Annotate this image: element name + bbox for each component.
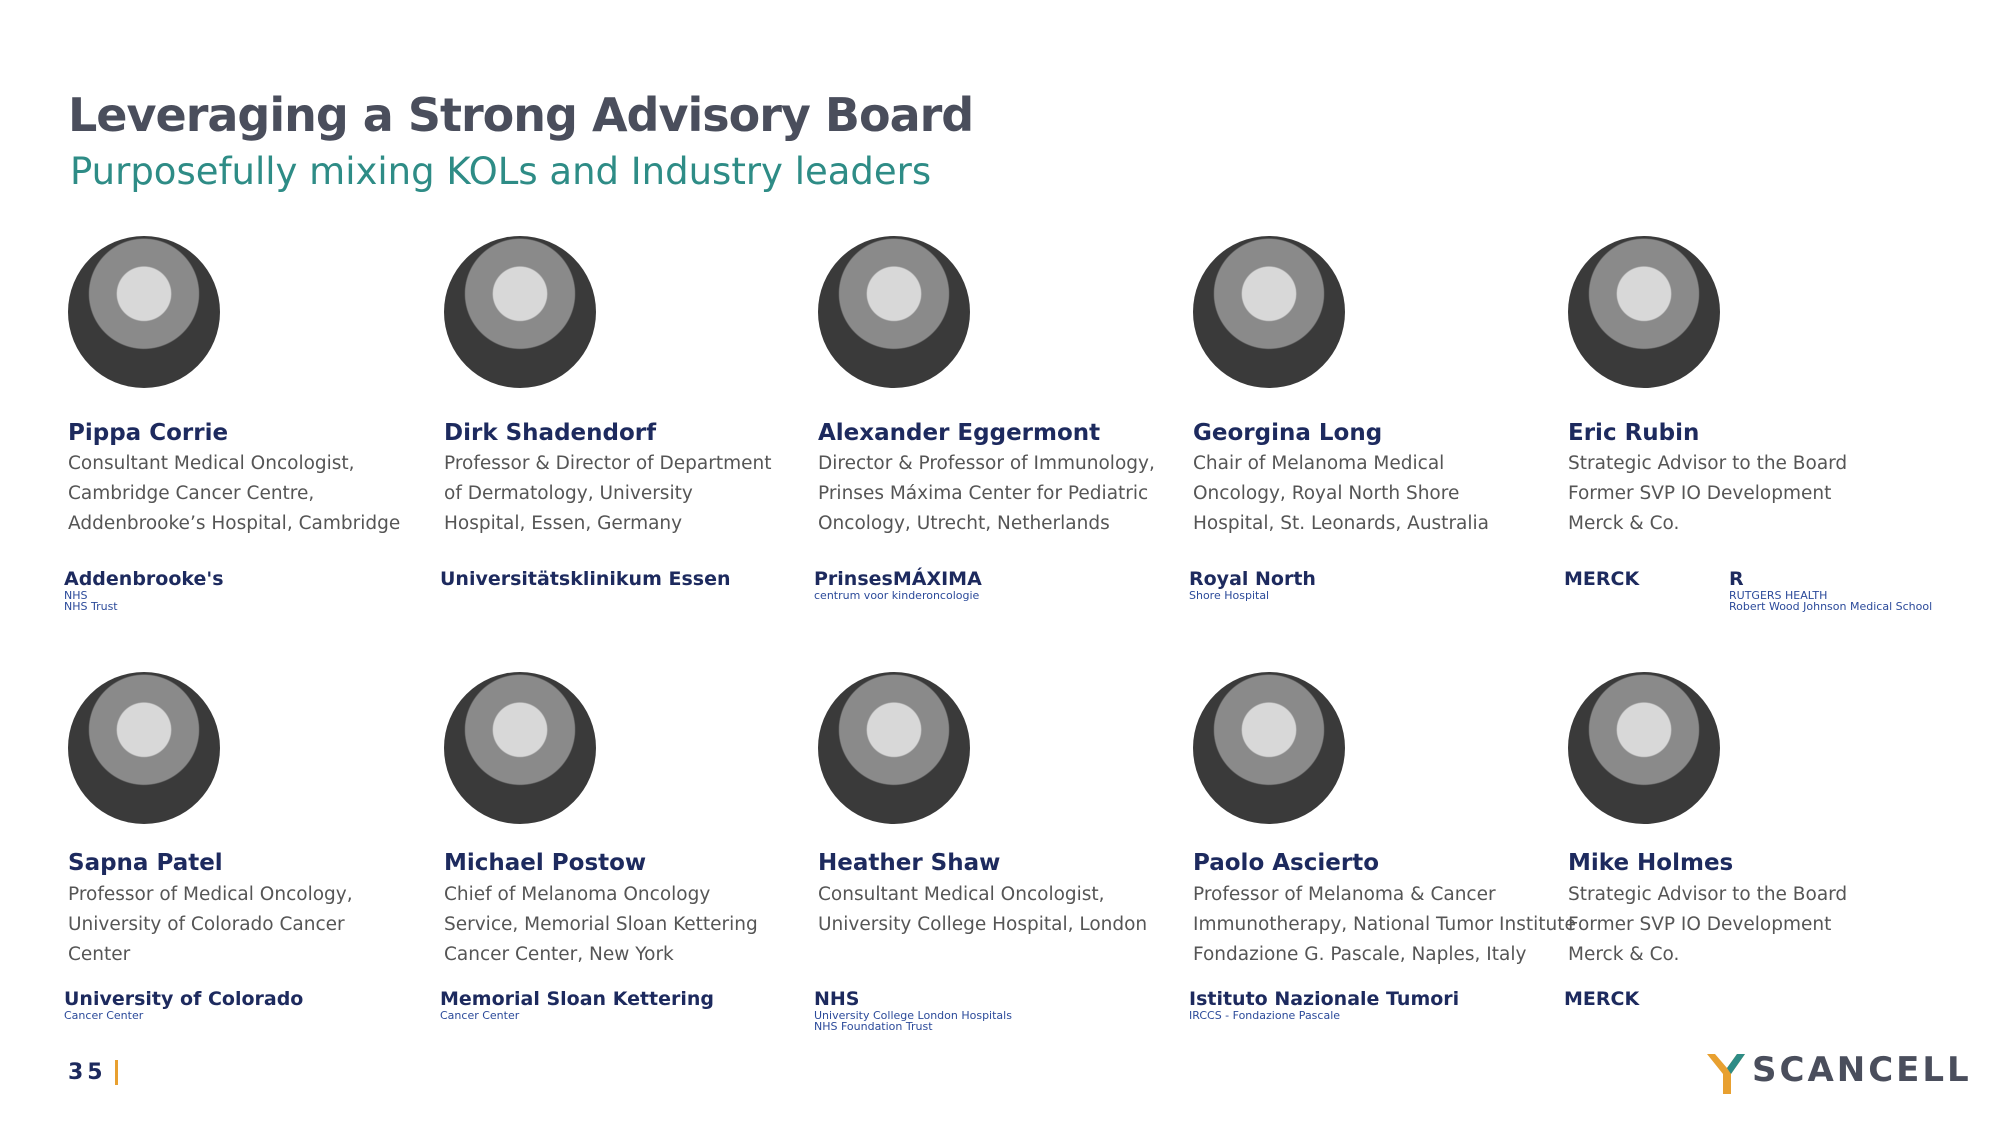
logo-text: Robert Wood Johnson Medical School <box>1729 600 1933 614</box>
member-role: Cambridge Cancer Centre, <box>68 483 315 504</box>
member-role: Merck & Co. <box>1568 944 1680 965</box>
logo-text: University College London Hospitals <box>814 1008 1012 1022</box>
member-role: Chief of Melanoma Oncology <box>444 884 711 905</box>
member-role: Former SVP IO Development <box>1568 483 1832 504</box>
logo-text: MERCK <box>1564 568 1640 590</box>
member-role: Professor & Director of Department <box>444 453 772 474</box>
member-role: Consultant Medical Oncologist, <box>68 453 355 474</box>
member-name: Pippa Corrie <box>68 420 229 446</box>
logo: Universitätsklinikum Essen <box>440 568 731 590</box>
logo-text: NHS Foundation Trust <box>814 1020 933 1034</box>
member-role: Service, Memorial Sloan Kettering <box>444 914 758 935</box>
member-name: Sapna Patel <box>68 850 223 876</box>
member-role: Hospital, St. Leonards, Australia <box>1193 513 1489 534</box>
logo-text: PrinsesMÁXIMA <box>814 568 982 590</box>
logo: Addenbrooke's NHS NHS Trust <box>64 568 224 614</box>
logo-text: Royal North <box>1189 568 1316 590</box>
logo-text: MERCK <box>1564 988 1640 1010</box>
logo: Royal North Shore Hospital <box>1189 568 1316 602</box>
member-role: Hospital, Essen, Germany <box>444 513 683 534</box>
member-role: Immunotherapy, National Tumor Institute <box>1193 914 1576 935</box>
logo-text: Addenbrooke's <box>64 568 224 590</box>
logo-text: Shore Hospital <box>1189 588 1270 602</box>
photo <box>1568 236 1720 388</box>
logo: R RUTGERS HEALTH Robert Wood Johnson Medic… <box>1729 568 1933 614</box>
logo-text: centrum voor kinderoncologie <box>814 588 980 602</box>
member-role: Oncology, Royal North Shore <box>1193 483 1460 504</box>
title: Leveraging a Strong Advisory Board <box>68 88 974 142</box>
logo: MERCK <box>1564 568 1640 590</box>
member-role: Former SVP IO Development <box>1568 914 1832 935</box>
logo-text: IRCCS - Fondazione Pascale <box>1189 1008 1341 1022</box>
logo: PrinsesMÁXIMA centrum voor kinderoncologi… <box>814 568 982 602</box>
logo: NHS University College London Hospitals NH… <box>814 988 1012 1034</box>
page-number: 35 <box>68 1060 118 1085</box>
member-role: Addenbrooke’s Hospital, Cambridge <box>68 513 401 534</box>
photo <box>818 672 970 824</box>
logo-text: R <box>1729 568 1744 590</box>
member-role: Strategic Advisor to the Board <box>1568 453 1848 474</box>
logo-text: Universitätsklinikum Essen <box>440 568 731 590</box>
member-role: Fondazione G. Pascale, Naples, Italy <box>1193 944 1527 965</box>
brand: SCANCELL <box>1752 1050 1972 1090</box>
logo: University of Colorado Cancer Center <box>64 988 304 1022</box>
member-name: Alexander Eggermont <box>818 420 1101 446</box>
logo: MERCK <box>1564 988 1640 1010</box>
member-role: Prinses Máxima Center for Pediatric <box>818 483 1149 504</box>
member-role: Director & Professor of Immunology, <box>818 453 1155 474</box>
logo-text: Cancer Center <box>64 1008 144 1022</box>
member-role: Oncology, Utrecht, Netherlands <box>818 513 1110 534</box>
logo-text: University of Colorado <box>64 988 304 1010</box>
photo <box>1193 236 1345 388</box>
logo-text: Istituto Nazionale Tumori <box>1189 988 1460 1010</box>
member-name: Georgina Long <box>1193 420 1383 446</box>
photo <box>444 236 596 388</box>
member-role: Professor of Medical Oncology, <box>68 884 353 905</box>
logo-text: Cancer Center <box>440 1008 520 1022</box>
member-name: Michael Postow <box>444 850 647 876</box>
member-role: Strategic Advisor to the Board <box>1568 884 1848 905</box>
member-role: Cancer Center, New York <box>444 944 674 965</box>
logo: Istituto Nazionale Tumori IRCCS - Fondazi… <box>1189 988 1460 1022</box>
member-name: Heather Shaw <box>818 850 1001 876</box>
photo <box>1193 672 1345 824</box>
member-role: Merck & Co. <box>1568 513 1680 534</box>
member-name: Paolo Ascierto <box>1193 850 1379 876</box>
member-name: Mike Holmes <box>1568 850 1734 876</box>
member-role: of Dermatology, University <box>444 483 693 504</box>
member-role: Consultant Medical Oncologist, <box>818 884 1105 905</box>
subtitle: Purposefully mixing KOLs and Industry le… <box>70 150 932 193</box>
photo <box>68 672 220 824</box>
member-role: Center <box>68 944 131 965</box>
logo-text: Memorial Sloan Kettering <box>440 988 715 1010</box>
member-role: University of Colorado Cancer <box>68 914 345 935</box>
member-name: Dirk Shadendorf <box>444 420 657 446</box>
member-role: University College Hospital, London <box>818 914 1148 935</box>
photo <box>818 236 970 388</box>
logo-text: RUTGERS HEALTH <box>1729 588 1828 602</box>
logo-text: NHS <box>814 988 860 1010</box>
logo: Memorial Sloan Kettering Cancer Center <box>440 988 715 1022</box>
photo <box>444 672 596 824</box>
photo <box>1568 672 1720 824</box>
member-role: Professor of Melanoma & Cancer <box>1193 884 1496 905</box>
brand-icon <box>1707 1054 1745 1094</box>
member-role: Chair of Melanoma Medical <box>1193 453 1445 474</box>
member-name: Eric Rubin <box>1568 420 1700 446</box>
logo-text: NHS Trust <box>64 600 118 614</box>
photo <box>68 236 220 388</box>
logo-text: NHS <box>64 588 88 602</box>
